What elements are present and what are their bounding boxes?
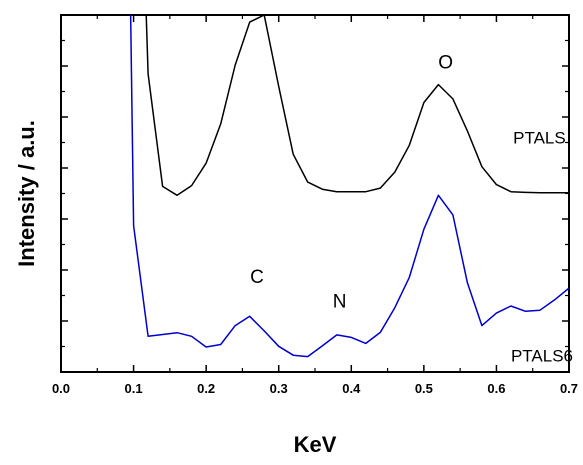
x-tick-label: 0.4 [342,381,361,396]
x-tick-label: 0.0 [52,381,70,396]
series-line-ptals6 [129,15,569,358]
annotation-ptals: PTALS [513,129,566,148]
annotation-n: N [333,292,347,313]
x-tick-label: 0.3 [270,381,288,396]
x-axis-ticks: 0.0 0.1 0.2 0.3 0.4 0.5 0.6 0.7 [52,15,578,396]
annotation-c: C [250,267,264,288]
series-group [129,15,569,358]
x-tick-label: 0.1 [125,381,143,396]
x-tick-label: 0.5 [415,381,433,396]
x-tick-label: 0.6 [487,381,505,396]
annotation-ptals6: PTALS6 [511,346,573,365]
plot-frame [60,14,570,373]
y-axis-title: Intensity / a.u. [14,120,39,267]
x-tick-label: 0.2 [197,381,215,396]
annotations: O PTALS C N PTALS6 [250,53,573,366]
x-tick-label: 0.7 [560,381,578,396]
y-axis-ticks [61,39,569,348]
series-line-ptals [145,15,569,197]
annotation-o: O [438,53,453,74]
x-axis-title: KeV [294,432,337,457]
